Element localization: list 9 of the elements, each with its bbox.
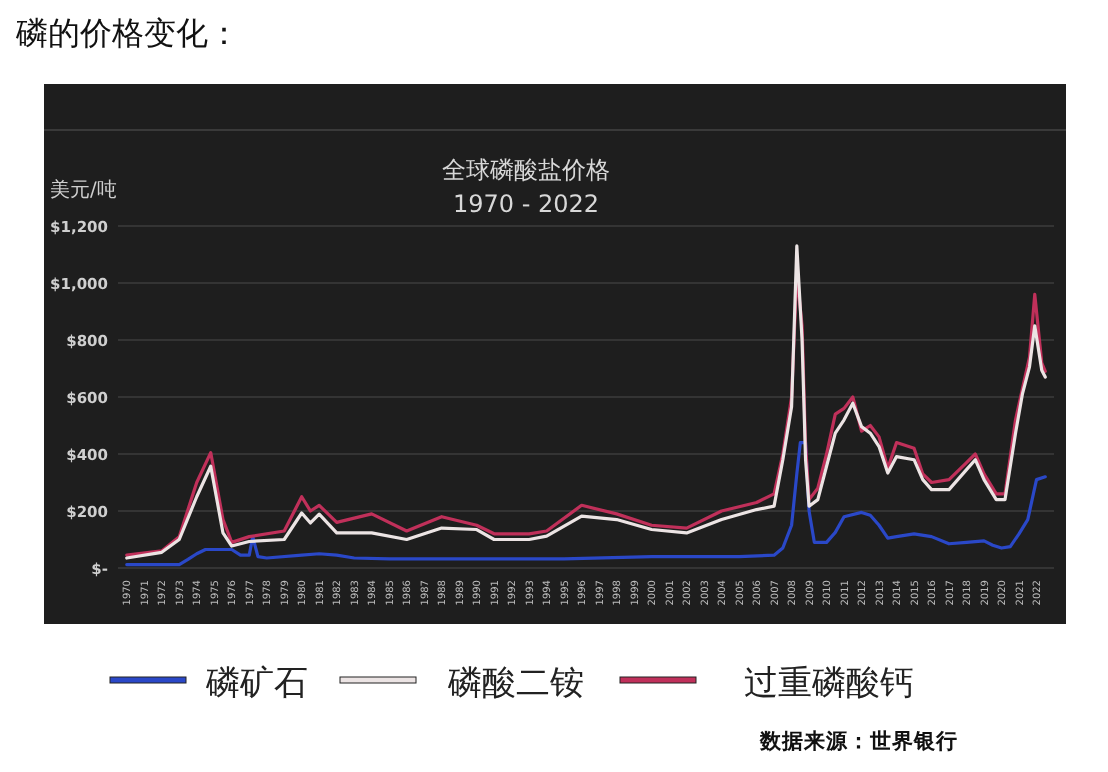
source-note: 数据来源：世界银行 — [758, 728, 958, 754]
legend-label: 磷酸二铵 — [446, 664, 584, 702]
chart-subtitle: 1970 - 2022 — [452, 190, 600, 218]
legend-label: 过重磷酸钙 — [744, 664, 914, 702]
chart-title: 全球磷酸盐价格 — [442, 156, 610, 184]
line-series — [125, 441, 1047, 567]
legend-label: 磷矿石 — [204, 664, 308, 702]
text: 磷的价格变化： — [14, 16, 240, 52]
y-axis-title: 美元/吨 — [50, 178, 117, 202]
